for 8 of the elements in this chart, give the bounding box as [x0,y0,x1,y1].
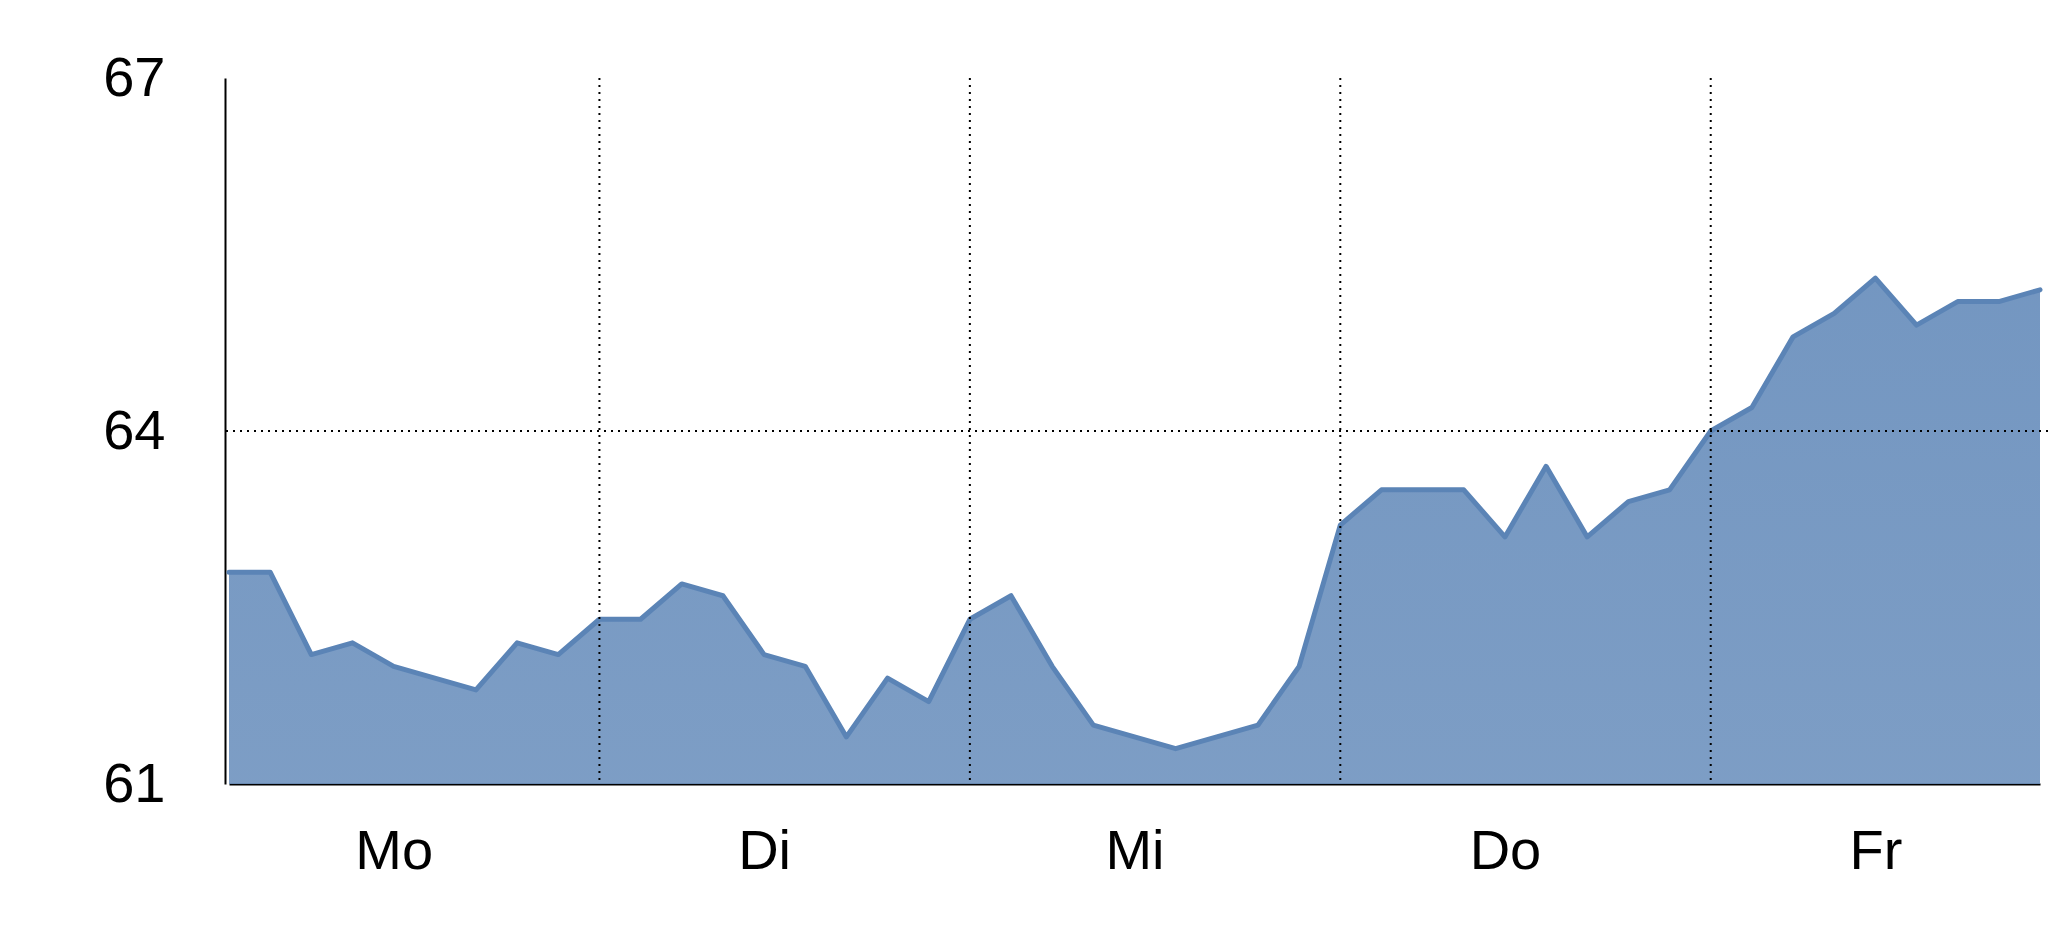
x-tick-label: Do [1469,817,1542,881]
y-tick-label: 64 [103,397,166,461]
x-tick-label: Fr [1849,817,1903,881]
x-tick-label: Mi [1105,817,1165,881]
y-tick-label: 67 [103,44,166,108]
x-tick-label: Di [738,817,792,881]
y-tick-label: 61 [103,750,166,814]
x-tick-label: Mo [355,817,434,881]
